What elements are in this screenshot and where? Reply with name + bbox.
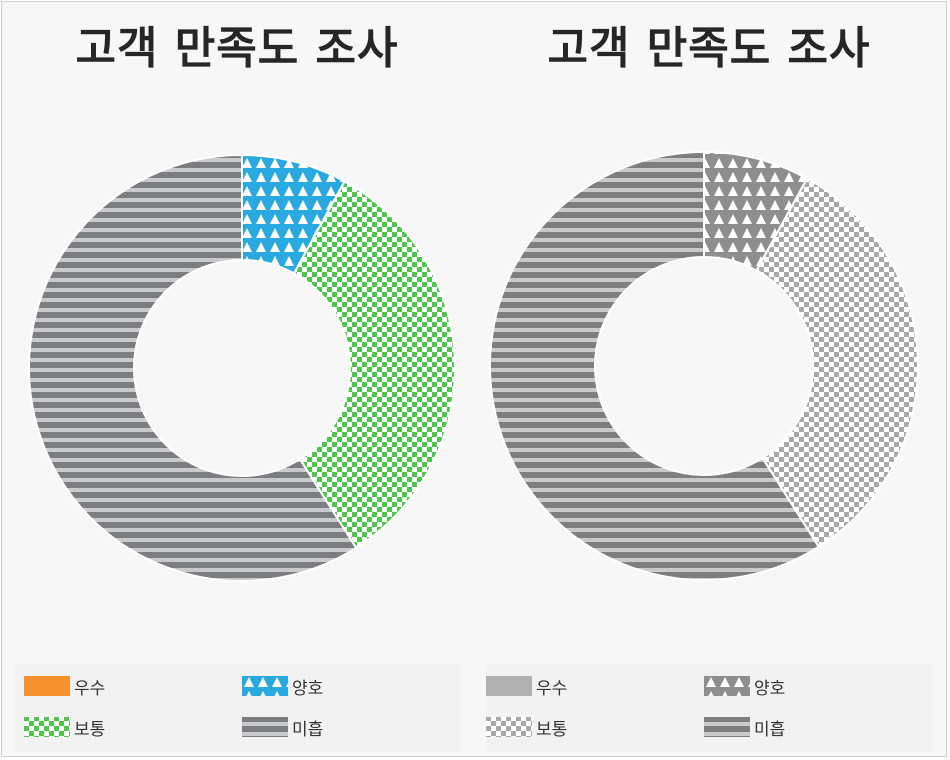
- legend-label: 보통: [536, 719, 568, 740]
- legend-swatch-fill: [24, 676, 70, 696]
- legend-swatch: [24, 717, 70, 737]
- legend-item-poor: 미흡: [704, 715, 786, 740]
- legend-swatch-fill: [704, 676, 750, 696]
- legend-swatch: [704, 717, 750, 737]
- legend-label: 미흡: [754, 719, 786, 740]
- legend-item-normal: 보통: [24, 715, 106, 740]
- legend-item-excellent: 우수: [486, 674, 568, 699]
- donut-chart-color: [28, 153, 456, 582]
- legend-color: [14, 664, 460, 752]
- legend-swatch: [704, 676, 750, 696]
- donut-slice-4: [28, 153, 358, 582]
- legend-swatch: [486, 717, 532, 737]
- legend-item-poor: 미흡: [242, 715, 324, 740]
- legend-swatch-fill: [242, 717, 288, 737]
- legend-label: 보통: [74, 719, 106, 740]
- legend-swatch-fill: [486, 717, 532, 737]
- chart-panel-gray: 고객 만족도 조사 우수 양호 보통 미흡: [474, 2, 944, 758]
- donut-slice-3: [292, 179, 456, 550]
- legend-item-good: 양호: [242, 674, 324, 699]
- legend-label: 양호: [292, 678, 324, 699]
- legend-swatch: [242, 717, 288, 737]
- legend-label: 우수: [74, 678, 106, 699]
- chart-title: 고객 만족도 조사: [75, 23, 399, 74]
- donut-slice-3: [755, 177, 919, 549]
- legend-swatch: [486, 676, 532, 696]
- donut-slice-4: [489, 150, 821, 581]
- legend-swatch: [24, 676, 70, 696]
- legend-item-excellent: 우수: [24, 674, 106, 699]
- chart-title: 고객 만족도 조사: [547, 23, 871, 74]
- legend-label: 미흡: [292, 719, 324, 740]
- legend-item-normal: 보통: [486, 715, 568, 740]
- legend-swatch-fill: [704, 717, 750, 737]
- legend-swatch-fill: [24, 717, 70, 737]
- legend-label: 양호: [754, 678, 786, 699]
- legend-swatch: [242, 676, 288, 696]
- chart-panel-color: 고객 만족도 조사 우수 양호 보통 미흡: [2, 2, 472, 758]
- donut-chart-gray: [489, 150, 919, 581]
- legend-item-good: 양호: [704, 674, 786, 699]
- legend-swatch-fill: [486, 676, 532, 696]
- legend-label: 우수: [536, 678, 568, 699]
- legend-swatch-fill: [242, 676, 288, 696]
